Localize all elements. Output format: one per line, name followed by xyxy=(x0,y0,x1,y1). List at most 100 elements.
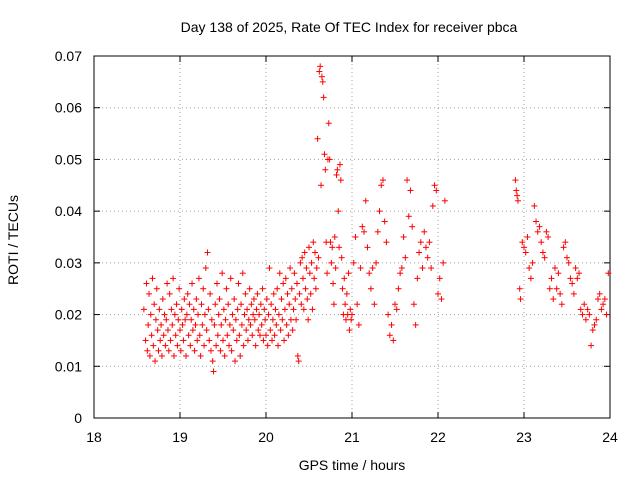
data-point xyxy=(314,135,321,142)
data-point xyxy=(284,290,291,297)
data-points xyxy=(140,63,612,375)
data-point xyxy=(173,301,180,308)
data-point xyxy=(268,301,275,308)
data-point xyxy=(393,306,400,313)
data-point xyxy=(343,290,350,297)
x-tick-label: 22 xyxy=(430,429,446,445)
data-point xyxy=(255,327,262,334)
data-point xyxy=(287,316,294,323)
data-point xyxy=(574,275,581,282)
data-point xyxy=(298,301,305,308)
data-point xyxy=(155,347,162,354)
data-point xyxy=(589,327,596,334)
data-point xyxy=(531,202,538,209)
data-point xyxy=(419,265,426,272)
data-point xyxy=(236,332,243,339)
data-point xyxy=(417,239,424,246)
data-point xyxy=(548,275,555,282)
data-point xyxy=(433,187,440,194)
data-point xyxy=(570,290,577,297)
data-point xyxy=(286,301,293,308)
data-point xyxy=(392,301,398,308)
data-point xyxy=(210,368,217,375)
data-point xyxy=(164,280,171,287)
data-point xyxy=(522,249,529,256)
data-point xyxy=(440,259,447,266)
x-tick-label: 24 xyxy=(602,429,618,445)
data-point xyxy=(329,244,336,251)
data-point xyxy=(319,78,326,85)
data-point xyxy=(168,306,175,313)
data-point xyxy=(213,342,220,349)
data-point xyxy=(381,218,388,225)
data-point xyxy=(277,327,284,334)
data-point xyxy=(397,270,404,277)
data-point xyxy=(243,327,250,334)
data-point xyxy=(142,337,149,344)
data-point xyxy=(239,270,246,277)
data-point xyxy=(328,259,335,266)
data-point xyxy=(341,275,348,282)
y-tick-label: 0.01 xyxy=(55,358,82,374)
data-point xyxy=(190,306,197,313)
data-point xyxy=(233,337,240,344)
data-point xyxy=(199,321,206,328)
data-point xyxy=(361,228,368,235)
data-point xyxy=(180,337,187,344)
data-point xyxy=(220,337,226,344)
data-point xyxy=(538,239,545,246)
data-point xyxy=(196,332,203,339)
data-point xyxy=(359,223,366,230)
data-point xyxy=(189,327,196,334)
data-point xyxy=(246,285,253,292)
data-point xyxy=(288,285,295,292)
data-point xyxy=(289,327,296,334)
data-point xyxy=(551,265,558,272)
data-point xyxy=(183,311,190,318)
data-point xyxy=(533,218,540,225)
data-point xyxy=(280,280,287,287)
data-point xyxy=(274,285,281,292)
data-point xyxy=(276,270,283,277)
data-point xyxy=(512,177,519,184)
data-point xyxy=(151,301,158,308)
data-point xyxy=(146,352,153,359)
data-point xyxy=(560,244,567,251)
data-point xyxy=(376,208,383,215)
data-point xyxy=(159,296,166,303)
data-point xyxy=(153,285,160,292)
data-point xyxy=(207,347,214,354)
data-point xyxy=(366,270,373,277)
data-point xyxy=(591,321,598,328)
data-point xyxy=(301,249,308,256)
data-point xyxy=(269,337,276,344)
data-point xyxy=(306,270,313,277)
data-point xyxy=(321,151,328,158)
data-point xyxy=(275,311,282,318)
data-point xyxy=(176,285,183,292)
data-point xyxy=(240,342,247,349)
data-point xyxy=(224,332,231,339)
data-point xyxy=(553,285,560,292)
data-point xyxy=(279,316,286,323)
data-point xyxy=(234,306,241,313)
data-point xyxy=(198,301,205,308)
data-point xyxy=(265,311,272,318)
data-point xyxy=(217,347,224,354)
data-point xyxy=(429,202,436,209)
data-point xyxy=(605,270,612,277)
data-point xyxy=(309,306,316,313)
data-point xyxy=(191,347,198,354)
data-point xyxy=(197,352,204,359)
data-point xyxy=(302,285,309,292)
data-point xyxy=(593,316,600,323)
data-point xyxy=(529,259,536,266)
data-point xyxy=(158,321,165,328)
data-point xyxy=(254,290,261,297)
data-point xyxy=(156,306,163,313)
data-point xyxy=(422,244,429,251)
data-point xyxy=(581,301,588,308)
data-point xyxy=(263,296,270,303)
y-tick-label: 0.03 xyxy=(55,255,82,271)
data-point xyxy=(162,342,169,349)
